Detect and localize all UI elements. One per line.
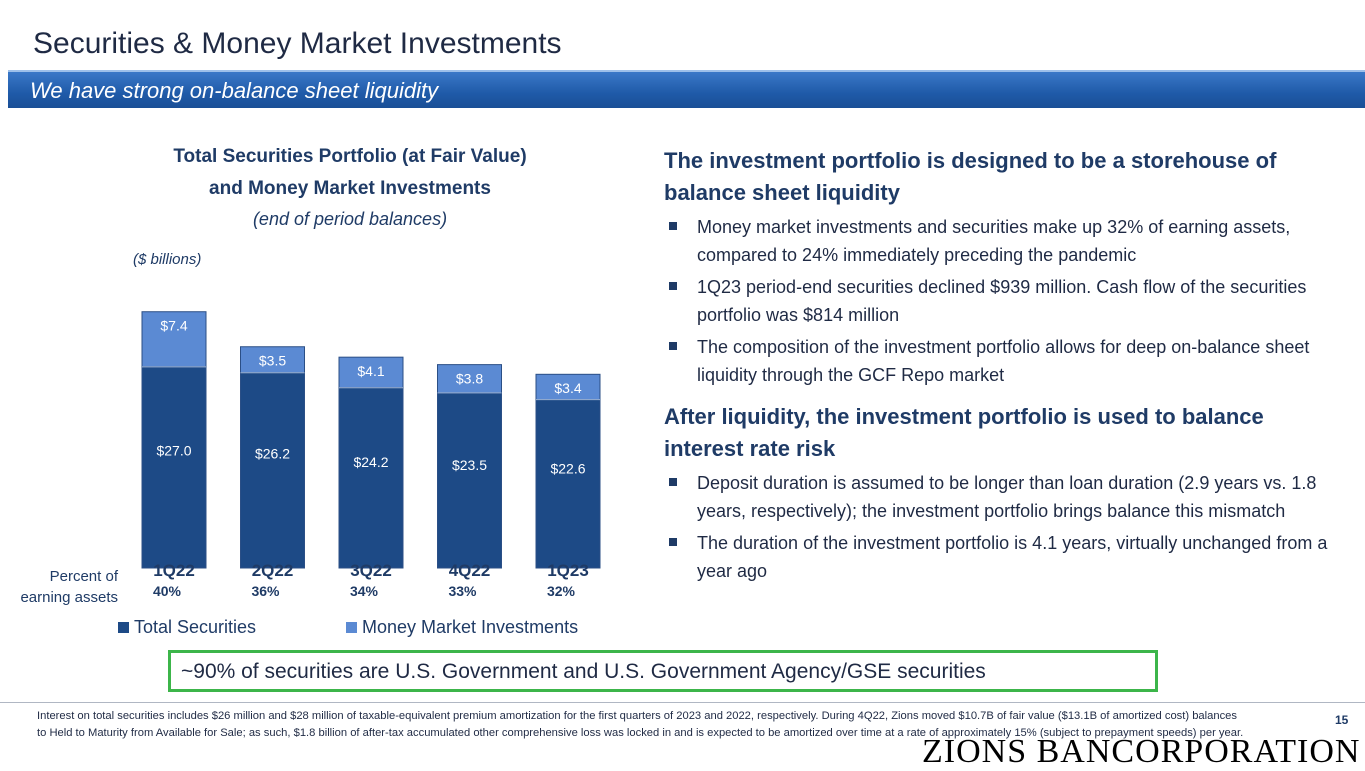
chart-units: ($ billions) [133, 251, 202, 268]
data-label-money-market: $3.5 [259, 353, 286, 369]
square-bullet-icon [669, 538, 677, 546]
legend-label: Total Securities [134, 617, 257, 637]
bar-total-securities [437, 392, 502, 569]
data-label-money-market: $4.1 [357, 363, 384, 379]
list-item: Deposit duration is assumed to be longer… [664, 469, 1344, 525]
data-label-total-securities: $27.0 [156, 442, 191, 458]
percent-value-label: 36% [251, 583, 280, 599]
legend-item-total-securities: Total Securities [118, 617, 256, 638]
bar-total-securities [240, 372, 305, 569]
callout-box: ~90% of securities are U.S. Government a… [168, 650, 1158, 692]
percent-label: Percent of earning assets [20, 568, 118, 606]
legend-swatch-dark [118, 622, 129, 633]
x-axis-tick-label: 4Q22 [449, 561, 491, 580]
bullet-list-interest-rate: Deposit duration is assumed to be longer… [664, 469, 1344, 585]
percent-value-label: 34% [350, 583, 379, 599]
data-label-total-securities: $22.6 [550, 461, 585, 477]
list-item-text: 1Q23 period-end securities declined $939… [697, 277, 1307, 325]
data-label-money-market: $7.4 [160, 318, 187, 334]
bar-money-market [535, 373, 601, 401]
data-label-money-market: $3.4 [554, 380, 581, 396]
bar-total-securities [535, 399, 601, 569]
x-axis-tick-label: 1Q23 [547, 561, 589, 580]
list-item: The duration of the investment portfolio… [664, 529, 1344, 585]
company-logo: ZIONS BANCORPORATION [922, 733, 1361, 770]
bullet-list-liquidity: Money market investments and securities … [664, 213, 1344, 389]
legend-swatch-light [346, 622, 357, 633]
percent-value-label: 33% [448, 583, 477, 599]
heading-interest-rate: After liquidity, the investment portfoli… [664, 404, 1264, 461]
stacked-bar-chart: $7.4 $27.0 1Q22 40% $3.5 $26.2 2Q22 36% $4.1 $24.… [141, 311, 601, 599]
banner-text: We have strong on-balance sheet liquidit… [30, 78, 439, 103]
legend-label: Money Market Investments [362, 617, 579, 637]
chart-title-line1: Total Securities Portfolio (at Fair Valu… [173, 146, 527, 167]
footer-divider [0, 702, 1365, 703]
right-panel: The investment portfolio is designed to … [664, 145, 1344, 597]
bar-money-market [338, 356, 404, 389]
page-number: 15 [1335, 713, 1349, 727]
bar-total-securities [338, 387, 404, 569]
square-bullet-icon [669, 478, 677, 486]
list-item: Money market investments and securities … [664, 213, 1344, 269]
list-item: The composition of the investment portfo… [664, 333, 1344, 389]
x-axis-tick-label: 2Q22 [252, 561, 294, 580]
data-label-total-securities: $26.2 [255, 446, 290, 462]
percent-value-label: 40% [153, 583, 182, 599]
list-item: 1Q23 period-end securities declined $939… [664, 273, 1344, 329]
list-item-text: The duration of the investment portfolio… [697, 533, 1328, 581]
list-item-text: Money market investments and securities … [697, 217, 1291, 265]
square-bullet-icon [669, 222, 677, 230]
list-item-text: The composition of the investment portfo… [697, 337, 1310, 385]
x-axis-tick-label: 1Q22 [153, 561, 195, 580]
page-title: Securities & Money Market Investments [33, 27, 562, 60]
data-label-total-securities: $23.5 [452, 457, 487, 473]
chart-subtitle: (end of period balances) [252, 209, 448, 229]
footnote: Interest on total securities includes $2… [37, 710, 1244, 739]
percent-value-label: 32% [547, 583, 576, 599]
bar-money-market [240, 346, 305, 374]
heading-liquidity: The investment portfolio is designed to … [664, 148, 1277, 205]
data-label-total-securities: $24.2 [353, 454, 388, 470]
square-bullet-icon [669, 282, 677, 290]
data-label-money-market: $3.8 [456, 371, 483, 387]
list-item-text: Deposit duration is assumed to be longer… [697, 473, 1317, 521]
subtitle-banner: We have strong on-balance sheet liquidit… [8, 70, 1365, 108]
bar-total-securities [141, 366, 207, 569]
chart-title-line2: and Money Market Investments [209, 178, 491, 199]
x-axis-tick-label: 3Q22 [350, 561, 392, 580]
legend-item-money-market: Money Market Investments [346, 617, 578, 638]
square-bullet-icon [669, 342, 677, 350]
bar-money-market [437, 364, 502, 394]
